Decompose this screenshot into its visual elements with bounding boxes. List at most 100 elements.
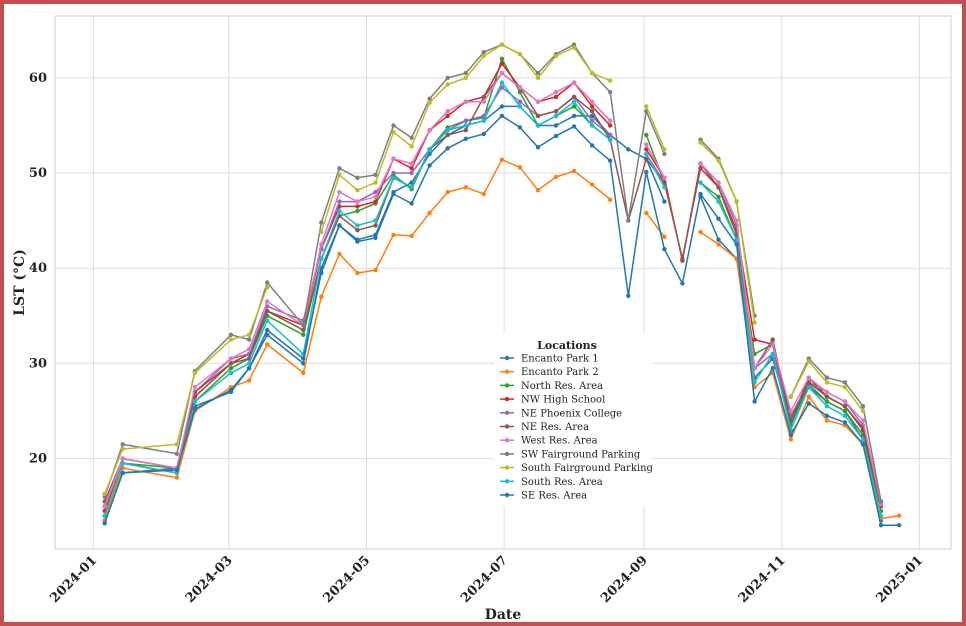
data-point (481, 191, 486, 197)
data-point (445, 128, 450, 133)
data-point (788, 418, 793, 423)
data-point (355, 208, 360, 214)
data-point (355, 199, 360, 204)
data-point (716, 216, 721, 221)
data-point (571, 113, 577, 119)
data-point (120, 461, 125, 466)
data-point (517, 89, 523, 95)
legend-item: West Res. Area (500, 436, 598, 447)
data-point (896, 523, 902, 528)
data-point (174, 451, 180, 456)
data-point (499, 70, 505, 76)
data-point (535, 70, 541, 76)
data-point (463, 99, 468, 104)
data-point (499, 61, 505, 66)
legend-label: SE Res. Area (521, 491, 587, 502)
data-point (698, 161, 703, 166)
data-point (174, 467, 180, 473)
data-point (842, 404, 848, 409)
data-point (445, 189, 450, 195)
data-point (788, 437, 793, 442)
data-point (734, 242, 739, 247)
data-point (644, 147, 649, 152)
data-point (662, 185, 667, 190)
data-point (228, 337, 234, 342)
data-point (788, 432, 793, 437)
data-point (373, 267, 378, 273)
data-point (445, 82, 450, 87)
data-point (427, 128, 432, 133)
x-tick-label: 2024-07 (458, 553, 511, 606)
legend: Locations Encanto Park 1 Encanto Park 2 No… (494, 333, 654, 506)
data-point (842, 380, 848, 385)
data-point (752, 320, 757, 325)
data-point (535, 113, 541, 119)
data-point (265, 318, 270, 323)
data-point (571, 104, 577, 109)
data-point (878, 513, 884, 518)
data-point (427, 210, 432, 216)
data-point (770, 337, 775, 342)
legend-label: SW Fairground Parking (521, 449, 641, 460)
data-point (734, 237, 739, 242)
data-point (571, 94, 577, 100)
data-point (770, 351, 775, 357)
data-point (192, 370, 198, 376)
data-point (301, 370, 306, 376)
data-point (608, 197, 613, 202)
data-point (319, 242, 324, 247)
data-point (265, 280, 270, 285)
data-point (355, 204, 360, 209)
data-point (427, 96, 432, 102)
data-point (608, 132, 613, 138)
data-point (517, 104, 523, 109)
data-point (553, 94, 559, 100)
data-point (589, 182, 595, 187)
legend-item: SE Res. Area (500, 491, 587, 502)
data-point (734, 199, 739, 204)
data-point (463, 123, 468, 128)
data-point (698, 180, 703, 185)
data-point (246, 337, 252, 342)
data-point (842, 420, 848, 425)
data-point (445, 113, 450, 119)
data-point (680, 256, 685, 261)
legend-item: NE Res. Area (500, 422, 589, 433)
data-point (716, 199, 721, 204)
data-point (337, 251, 342, 257)
data-point (878, 499, 884, 504)
legend-label: South Res. Area (521, 477, 603, 488)
data-point (824, 375, 830, 380)
data-point (463, 75, 468, 81)
data-point (355, 228, 360, 233)
data-point (355, 239, 360, 244)
data-point (463, 185, 468, 190)
data-point (102, 491, 107, 496)
data-point (463, 128, 468, 133)
data-point (481, 118, 486, 123)
data-point (427, 100, 432, 105)
data-point (824, 418, 830, 423)
data-point (391, 191, 396, 197)
data-point (445, 132, 450, 138)
data-point (355, 223, 360, 228)
legend-items: Encanto Park 1 Encanto Park 2 North Res. A… (500, 354, 654, 502)
data-point (228, 332, 234, 337)
data-point (481, 131, 486, 137)
data-point (716, 194, 721, 199)
x-tick-label: 2024-03 (183, 553, 236, 606)
legend-item: Encanto Park 1 (500, 354, 599, 365)
x-tick-label: 2024-05 (320, 553, 373, 606)
data-point (608, 137, 613, 142)
data-point (806, 401, 811, 406)
data-point (373, 172, 378, 178)
data-point (608, 158, 613, 163)
x-tick-label: 2024-11 (736, 553, 789, 606)
data-point (644, 142, 649, 147)
data-point (120, 442, 125, 447)
data-point (589, 123, 595, 128)
data-point (499, 113, 505, 119)
data-point (553, 123, 559, 128)
data-point (409, 170, 414, 176)
